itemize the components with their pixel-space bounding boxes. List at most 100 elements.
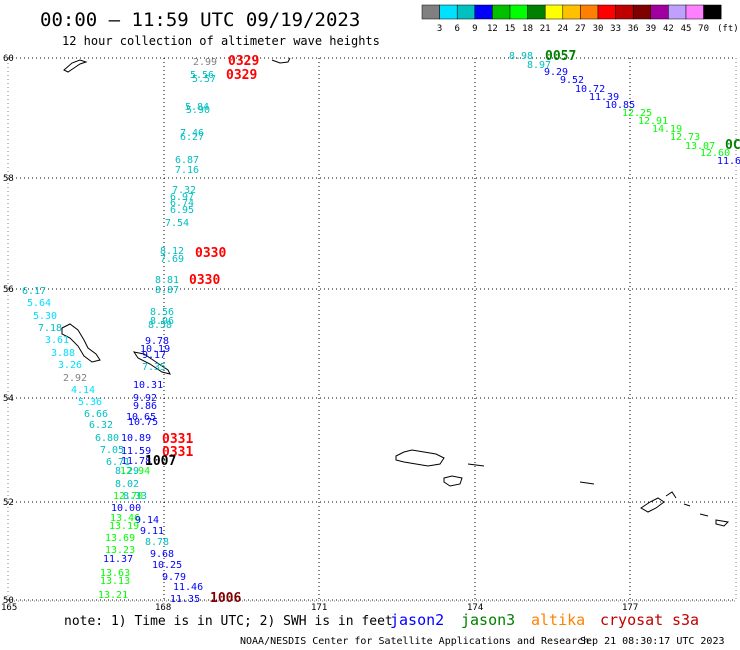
wave-height-label: 9.79 <box>162 572 186 583</box>
wave-height-label: 7.46 <box>180 128 204 139</box>
lat-label: 60 <box>3 54 14 64</box>
wave-height-label: 10.31 <box>133 380 163 391</box>
legend-tick: 33 <box>610 24 621 34</box>
wave-height-label: 10.25 <box>152 560 182 571</box>
wave-height-label: 7.32 <box>172 185 196 196</box>
wave-height-label: 8.78 <box>145 537 169 548</box>
legend-swatch <box>580 4 599 20</box>
legend-swatch <box>421 4 440 20</box>
wave-height-label: 6.74 <box>170 198 194 209</box>
wave-height-label: 5.56 <box>190 70 214 81</box>
wave-height-label: 11.59 <box>121 446 151 457</box>
legend-altika: altika <box>531 611 585 629</box>
track-time-label: 0329 <box>226 68 257 83</box>
legend-tick: 12 <box>487 24 498 34</box>
wave-height-label: 5.84 <box>185 102 209 113</box>
legend-tick: 27 <box>575 24 586 34</box>
wave-height-label: 13.23 <box>105 545 135 556</box>
wave-height-label: 11.6 <box>717 156 740 167</box>
legend-jason3: jason3 <box>461 611 515 629</box>
wave-height-label: 13.19 <box>109 521 139 532</box>
legend-jason2: jason2 <box>390 611 444 629</box>
wave-height-label: 9.14 <box>135 515 159 526</box>
legend-swatch <box>650 4 669 20</box>
wave-height-label: 10.89 <box>121 433 151 444</box>
legend-tick: 21 <box>540 24 551 34</box>
wave-height-label: 13.13 <box>100 576 130 587</box>
footer-credit: NOAA/NESDIS Center for Satellite Applica… <box>240 636 589 647</box>
legend-swatch <box>509 4 528 20</box>
wave-height-label: 9.52 <box>560 75 584 86</box>
wave-height-label: 13.63 <box>100 568 130 579</box>
wave-height-label: 9.86 <box>133 401 157 412</box>
legend-swatch <box>456 4 476 20</box>
legend-tick: 70 <box>698 24 709 34</box>
wave-height-label: 8.56 <box>150 307 174 318</box>
wave-height-label: 5.64 <box>27 298 51 309</box>
lat-label: 54 <box>3 394 14 404</box>
lon-label: 174 <box>467 603 483 613</box>
legend-tick: 9 <box>472 24 477 34</box>
legend-swatch <box>474 4 493 20</box>
legend-swatch <box>527 4 546 20</box>
wave-height-label: 8.29 <box>115 466 139 477</box>
wave-height-label: 6.17 <box>22 286 46 297</box>
wave-height-label: 7.35 <box>142 362 166 373</box>
wave-height-label: 9.78 <box>145 336 169 347</box>
wave-height-label: 12.70 <box>113 491 143 502</box>
footer-timestamp: Sep 21 08:30:17 UTC 2023 <box>580 636 725 647</box>
legend-tick: 42 <box>663 24 674 34</box>
wave-height-label: 10.00 <box>111 503 141 514</box>
track-time-label: 0329 <box>228 54 259 69</box>
lat-label: 58 <box>3 174 14 184</box>
coastlines <box>61 57 730 527</box>
lat-label: 56 <box>3 285 14 295</box>
wave-height-label: 6.95 <box>170 205 194 216</box>
wave-height-label: 6.32 <box>89 420 113 431</box>
wave-height-label: 3.26 <box>58 360 82 371</box>
wave-height-label: 12.91 <box>638 116 668 127</box>
legend-swatch <box>597 4 616 20</box>
wave-height-label: 6.66 <box>84 409 108 420</box>
wave-height-label: 9.68 <box>150 549 174 560</box>
wave-height-label: 11.37 <box>103 554 133 565</box>
wave-height-label: 9.29 <box>544 67 568 78</box>
legend-tick: 15 <box>505 24 516 34</box>
legend-swatch <box>668 4 687 20</box>
wave-height-label: 13.21 <box>98 590 128 601</box>
wave-height-label: 8.98 <box>509 51 533 62</box>
wave-height-label: 8.97 <box>527 60 551 71</box>
wave-height-label: 2.99 <box>193 57 217 68</box>
wave-height-label: 6.97 <box>170 192 194 203</box>
wave-height-label: 11.39 <box>589 92 619 103</box>
wave-height-label: 11.46 <box>173 582 203 593</box>
wave-height-label: 12.73 <box>670 132 700 143</box>
color-scale-legend: 3 6 9 12 15 18 21 24 27 30 33 36 39 42 45 70 <box>421 4 722 34</box>
wave-height-label: 10.72 <box>575 84 605 95</box>
wave-height-label: 10.19 <box>140 344 170 355</box>
wave-height-label: 8.87 <box>155 285 179 296</box>
legend-tick: 45 <box>681 24 692 34</box>
wave-height-label: 9.11 <box>140 526 164 537</box>
legend-tick: 30 <box>593 24 604 34</box>
wave-height-label: 8.33 <box>123 491 147 502</box>
lon-label: 171 <box>311 603 327 613</box>
legend-tick: 18 <box>522 24 533 34</box>
track-time-label: 0330 <box>189 273 220 288</box>
lat-label: 52 <box>3 498 14 508</box>
legend-swatch <box>615 4 634 20</box>
legend-swatch <box>632 4 652 20</box>
wave-height-label: 5.57 <box>192 74 216 85</box>
wave-height-label: 13.69 <box>105 533 135 544</box>
wave-height-label: 6.27 <box>180 132 204 143</box>
wave-height-label: 3.88 <box>51 348 75 359</box>
wave-height-label: 5.30 <box>33 311 57 322</box>
wave-height-label: 6.71 <box>106 457 130 468</box>
longitude-labels: 165 168 171 174 177 <box>1 603 638 613</box>
lon-label: 177 <box>622 603 638 613</box>
wave-height-label: 14.19 <box>652 124 682 135</box>
track-time-label: 0330 <box>195 246 226 261</box>
wave-height-label: 8.58 <box>148 320 172 331</box>
legend-swatch <box>439 4 458 20</box>
